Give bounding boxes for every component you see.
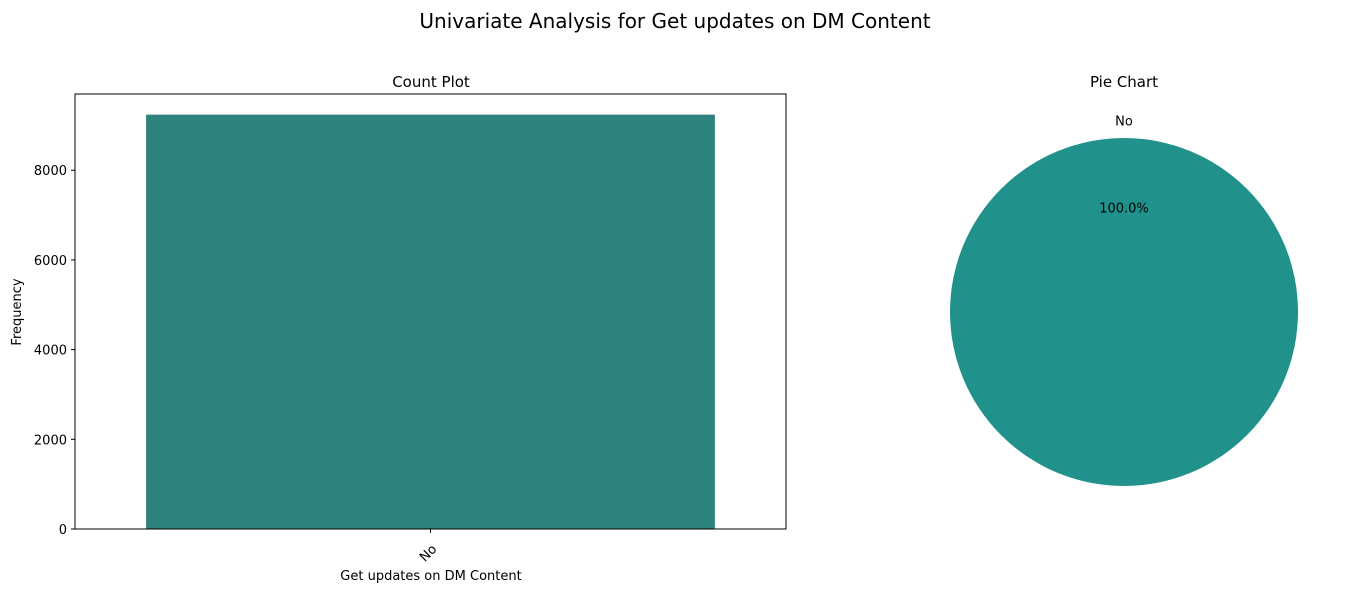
y-tick-label: 4000 bbox=[34, 344, 67, 359]
x-axis-ticks: No bbox=[417, 529, 440, 565]
figure-suptitle: Univariate Analysis for Get updates on D… bbox=[419, 9, 930, 33]
bar-no bbox=[146, 114, 715, 529]
y-tick-label: 6000 bbox=[34, 254, 67, 269]
y-axis-label: Frequency bbox=[10, 278, 25, 345]
y-tick-label: 8000 bbox=[34, 164, 67, 179]
pie-slices: 100.0% No bbox=[950, 115, 1298, 486]
y-axis-ticks: 0 2000 4000 6000 8000 bbox=[34, 164, 75, 538]
y-tick-label: 0 bbox=[59, 523, 67, 538]
count-plot-title: Count Plot bbox=[392, 73, 470, 91]
y-tick-label: 2000 bbox=[34, 433, 67, 448]
pie-chart: Pie Chart 100.0% No bbox=[950, 73, 1298, 486]
bar-marks bbox=[146, 114, 715, 529]
count-plot: Count Plot 0 2000 4000 6000 8000 No Get upda… bbox=[10, 73, 787, 584]
pie-slice-no bbox=[950, 138, 1298, 486]
x-axis-label: Get updates on DM Content bbox=[340, 569, 521, 584]
pie-slice-label: No bbox=[1115, 115, 1133, 130]
pie-chart-title: Pie Chart bbox=[1090, 73, 1158, 91]
pie-pct-label: 100.0% bbox=[1099, 202, 1149, 217]
x-tick-label: No bbox=[417, 542, 440, 565]
